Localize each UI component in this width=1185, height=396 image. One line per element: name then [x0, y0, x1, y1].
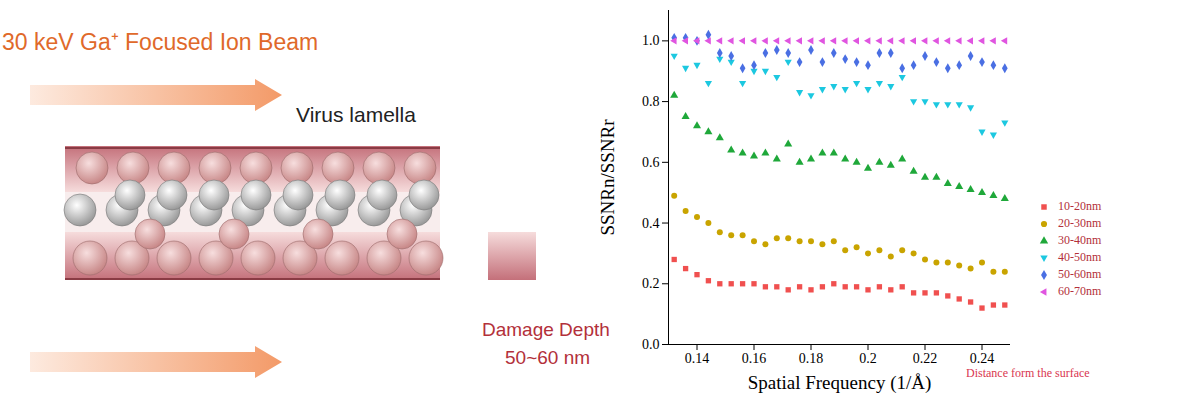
svg-text:30 keV Ga⁺ Focused Ion Beam: 30 keV Ga⁺ Focused Ion Beam — [2, 29, 318, 55]
svg-text:0.24: 0.24 — [970, 351, 995, 366]
svg-text:1.0: 1.0 — [642, 33, 660, 48]
svg-text:0.4: 0.4 — [642, 216, 660, 231]
html-text:60-70nm: 60-70nm — [1058, 284, 1102, 298]
svg-text:0.6: 0.6 — [642, 155, 660, 170]
html-text:30-40nm: 30-40nm — [1058, 233, 1102, 247]
svg-text:0.8: 0.8 — [642, 94, 660, 109]
svg-text:0.22: 0.22 — [913, 351, 938, 366]
svg-text:0.16: 0.16 — [742, 351, 767, 366]
html-text:10-20nm: 10-20nm — [1058, 199, 1102, 213]
svg-text:0.2: 0.2 — [859, 351, 877, 366]
svg-text:0.14: 0.14 — [685, 351, 710, 366]
html-text:40-50nm: 40-50nm — [1058, 250, 1102, 264]
svg-text:0.18: 0.18 — [799, 351, 824, 366]
svg-text:0.2: 0.2 — [642, 276, 660, 291]
svg-text:Virus lamella: Virus lamella — [296, 103, 416, 126]
svg-text:0.0: 0.0 — [642, 337, 660, 352]
html-text:50-60nm: 50-60nm — [1058, 267, 1102, 281]
svg-text:Damage Depth: Damage Depth — [482, 319, 610, 340]
html-text:Distance form the surface: Distance form the surface — [966, 366, 1090, 380]
html-text:20-30nm: 20-30nm — [1058, 216, 1102, 230]
svg-text:50~60 nm: 50~60 nm — [505, 347, 590, 368]
svg-text:SSNRn/SSNRr: SSNRn/SSNRr — [597, 119, 618, 236]
svg-text:Spatial Frequency (1/Å): Spatial Frequency (1/Å) — [748, 372, 932, 394]
